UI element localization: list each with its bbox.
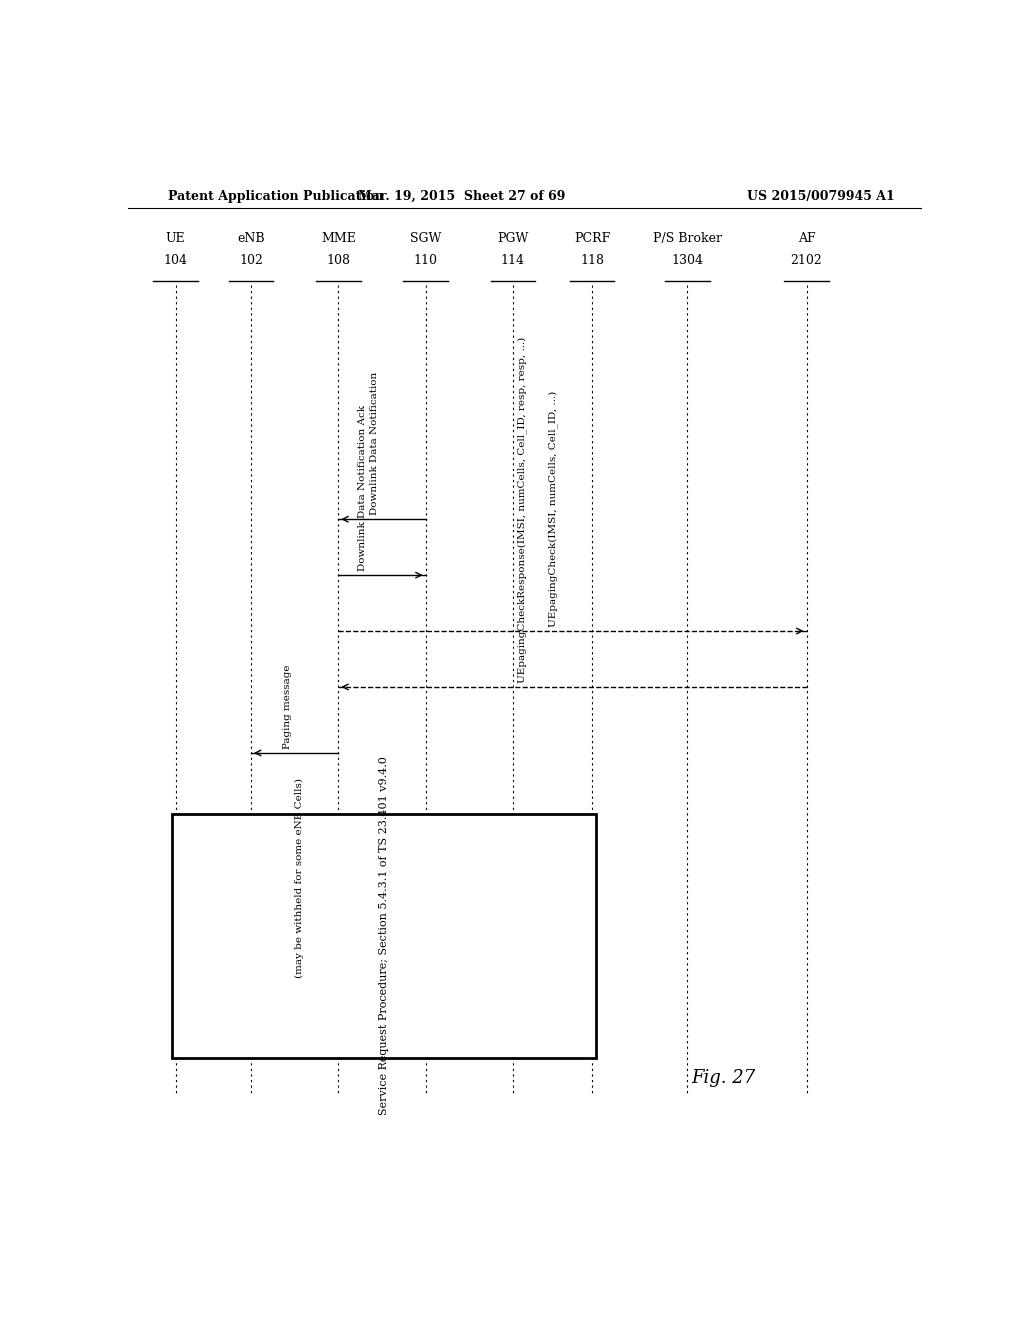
Text: Paging message: Paging message xyxy=(283,664,292,748)
Text: (may be withheld for some eNB Cells): (may be withheld for some eNB Cells) xyxy=(295,779,304,978)
Text: 104: 104 xyxy=(164,255,187,267)
Text: 114: 114 xyxy=(501,255,525,267)
Text: US 2015/0079945 A1: US 2015/0079945 A1 xyxy=(748,190,895,202)
Text: eNB: eNB xyxy=(238,232,265,244)
Text: 1304: 1304 xyxy=(672,255,703,267)
Text: Fig. 27: Fig. 27 xyxy=(691,1069,756,1088)
Text: PCRF: PCRF xyxy=(574,232,610,244)
Text: Downlink Data Notification Ack: Downlink Data Notification Ack xyxy=(358,405,368,572)
Text: Patent Application Publication: Patent Application Publication xyxy=(168,190,383,202)
Text: 108: 108 xyxy=(327,255,350,267)
Text: AF: AF xyxy=(798,232,815,244)
Text: MME: MME xyxy=(321,232,355,244)
Text: Service Request Procedure; Section 5.4.3.1 of TS 23.401 v9.4.0: Service Request Procedure; Section 5.4.3… xyxy=(379,756,389,1115)
Text: P/S Broker: P/S Broker xyxy=(653,232,722,244)
Text: Mar. 19, 2015  Sheet 27 of 69: Mar. 19, 2015 Sheet 27 of 69 xyxy=(357,190,565,202)
Bar xyxy=(172,814,596,1057)
Text: Downlink Data Notification: Downlink Data Notification xyxy=(370,372,379,515)
Text: 110: 110 xyxy=(414,255,437,267)
Text: UE: UE xyxy=(166,232,185,244)
Text: 2102: 2102 xyxy=(791,255,822,267)
Text: 118: 118 xyxy=(581,255,604,267)
Text: 102: 102 xyxy=(239,255,263,267)
Text: UEpagingCheck(IMSI, numCells, Cell_ID, ...): UEpagingCheck(IMSI, numCells, Cell_ID, .… xyxy=(549,391,558,627)
Text: SGW: SGW xyxy=(410,232,441,244)
Text: UEpagingCheckResponse(IMSI, numCells, Cell_ID, resp, resp, ...): UEpagingCheckResponse(IMSI, numCells, Ce… xyxy=(517,337,526,682)
Text: PGW: PGW xyxy=(498,232,528,244)
